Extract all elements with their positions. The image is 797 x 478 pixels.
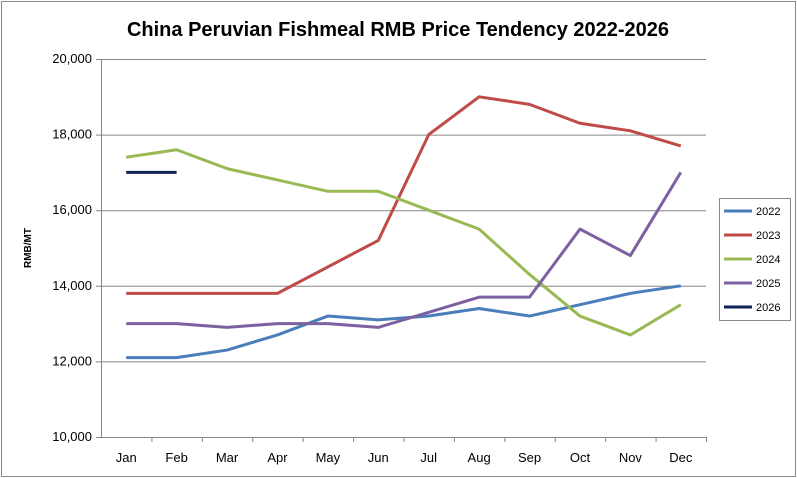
x-tick-label: Jul: [420, 450, 437, 465]
legend-label: 2022: [756, 206, 780, 218]
x-tick-label: Apr: [267, 450, 288, 465]
y-tick-label: 18,000: [52, 127, 92, 142]
y-tick-label: 10,000: [52, 429, 92, 444]
y-axis-label: RMB/MT: [23, 228, 34, 268]
legend-label: 2025: [756, 278, 780, 290]
x-tick-label: Feb: [165, 450, 187, 465]
series-line-2022: [126, 284, 682, 360]
x-tick-label: Aug: [468, 450, 491, 465]
x-tick-label: Oct: [570, 450, 591, 465]
series-line-2024: [125, 148, 682, 337]
legend-label: 2023: [756, 230, 780, 242]
x-tick-label: Sep: [518, 450, 541, 465]
series-line-2025: [126, 171, 683, 329]
y-tick-label: 12,000: [52, 353, 92, 368]
y-tick-label: 16,000: [52, 202, 92, 217]
series-line-2023: [126, 95, 682, 295]
legend-label: 2026: [756, 302, 780, 314]
y-tick-label: 20,000: [52, 51, 92, 66]
x-tick-label: Nov: [619, 450, 643, 465]
x-tick-label: Mar: [216, 450, 239, 465]
x-tick-label: Dec: [669, 450, 693, 465]
x-tick-label: May: [316, 450, 341, 465]
legend-label: 2024: [756, 254, 780, 266]
y-tick-label: 14,000: [52, 278, 92, 293]
chart-title: China Peruvian Fishmeal RMB Price Tenden…: [127, 19, 669, 41]
x-tick-label: Jan: [116, 450, 137, 465]
x-tick-label: Jun: [368, 450, 389, 465]
